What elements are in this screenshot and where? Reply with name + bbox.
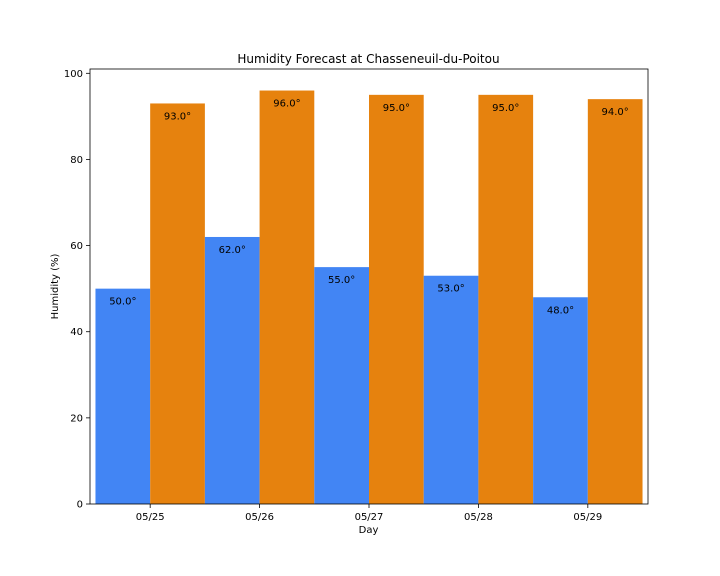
data-label: 95.0°	[383, 103, 410, 114]
y-tick-label: 20	[70, 413, 83, 424]
bar-series-2	[259, 90, 315, 504]
bar-series-2	[150, 103, 205, 504]
bar-series-1	[314, 267, 369, 504]
y-tick-label: 60	[70, 241, 83, 252]
x-axis-label: Day	[359, 525, 379, 536]
data-label: 48.0°	[547, 305, 574, 316]
data-label: 62.0°	[219, 245, 246, 256]
y-tick-label: 0	[77, 500, 83, 511]
x-tick-label: 05/25	[136, 512, 165, 523]
data-label: 50.0°	[109, 297, 136, 308]
y-tick-label: 80	[70, 155, 83, 166]
x-tick-label: 05/27	[355, 512, 384, 523]
data-label: 93.0°	[164, 111, 191, 122]
bar-series-2	[478, 94, 534, 504]
data-label: 94.0°	[602, 107, 629, 118]
data-label: 96.0°	[273, 99, 300, 110]
x-tick-label: 05/29	[573, 512, 602, 523]
bar-series-1	[533, 297, 588, 504]
y-tick-label: 100	[64, 69, 83, 80]
data-label: 95.0°	[492, 103, 519, 114]
bar-series-2	[587, 99, 643, 505]
data-label: 53.0°	[437, 284, 464, 295]
plot-area: 50.0° 93.0° 05/25 62.0° 96.0° 05/26 55.0° 95.0°…	[64, 68, 649, 523]
bar-series-1	[204, 236, 260, 505]
x-tick-label: 05/28	[464, 512, 493, 523]
bar-series-1	[95, 288, 151, 504]
y-axis-label: Humidity (%)	[50, 253, 61, 319]
chart-title: Humidity Forecast at Chasseneuil-du-Poit…	[237, 52, 499, 66]
data-label: 55.0°	[328, 275, 355, 286]
y-tick-label: 40	[70, 327, 83, 338]
bar-series-1	[423, 275, 479, 504]
bar-series-2	[369, 94, 424, 504]
x-tick-label: 05/26	[245, 512, 274, 523]
plot-frame	[89, 68, 649, 505]
